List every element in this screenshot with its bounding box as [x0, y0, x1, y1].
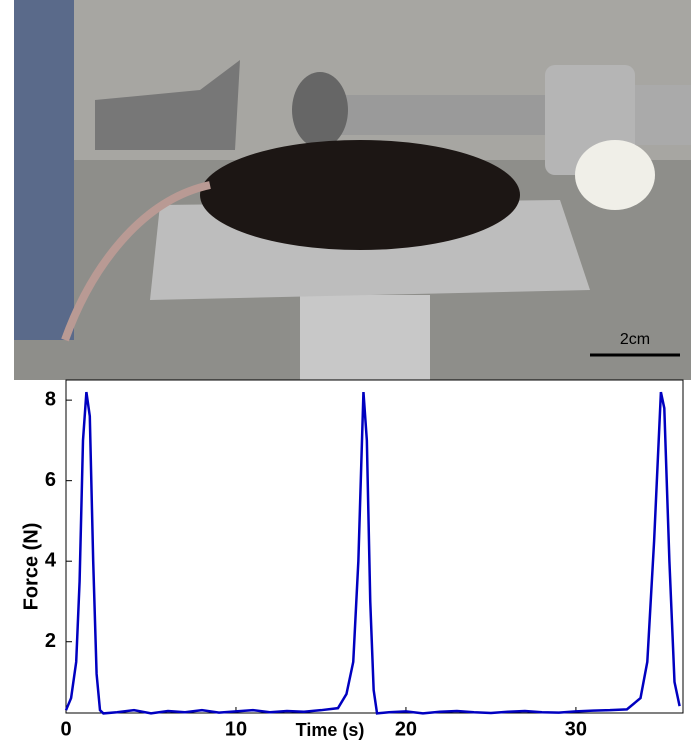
holder	[95, 60, 240, 150]
x-tick-label: 30	[565, 718, 587, 740]
y-tick-label: 2	[45, 630, 56, 652]
stand	[300, 295, 430, 380]
photo: 2cm	[0, 0, 691, 380]
y-tick-label: 4	[45, 549, 57, 571]
x-tick-label: 20	[395, 718, 417, 740]
y-tick-label: 8	[45, 388, 56, 410]
plot-frame	[65, 379, 684, 714]
x-tick-label: 0	[60, 718, 71, 740]
scale-label: 2cm	[620, 331, 650, 348]
disc	[14, 0, 74, 340]
plot: 2 4 6 8 0 10 20 30 Time (s) Force (N)	[20, 379, 684, 740]
tail	[61, 181, 211, 342]
pad	[292, 72, 348, 148]
rod-end	[635, 85, 691, 145]
y-tick-label: 6	[45, 469, 56, 491]
rod	[340, 95, 560, 135]
photo-margin	[0, 0, 14, 380]
x-axis-label: Time (s)	[296, 720, 365, 740]
mouse	[200, 140, 520, 250]
x-tick-label: 10	[225, 718, 247, 740]
knob	[575, 140, 655, 210]
y-axis-label: Force (N)	[20, 523, 42, 611]
force-line	[64, 391, 681, 715]
